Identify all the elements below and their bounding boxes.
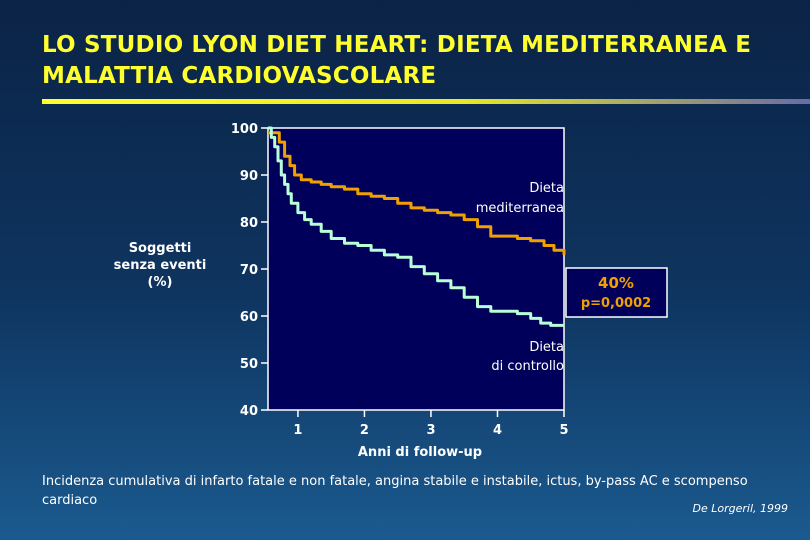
x-axis: 1 2 3 4 5: [293, 410, 569, 438]
y-axis-label: Soggetti senza eventi (%): [100, 240, 220, 291]
x-tick-label: 2: [360, 423, 369, 438]
series-label-mediterranean-line-2: mediterranea: [476, 201, 564, 216]
series-label-mediterranean-line-1: Dieta: [529, 181, 564, 196]
x-axis-label: Anni di follow-up: [358, 445, 482, 460]
y-axis-label-line-2: senza eventi: [113, 258, 207, 273]
chart-caption: Incidenza cumulativa di infarto fatale e…: [42, 474, 748, 508]
y-tick-label: 90: [240, 169, 258, 184]
y-axis-label-line-1: Soggetti: [128, 241, 192, 256]
title-underline: [42, 99, 810, 104]
annotation-box: [565, 267, 668, 318]
series-lines: [268, 126, 566, 327]
annotation-percent: 40%: [598, 274, 634, 292]
series-label-control-line-1: Dieta: [529, 340, 564, 355]
title-line-2: MALATTIA CARDIOVASCOLARE: [42, 63, 437, 89]
x-tick-label: 5: [559, 423, 568, 438]
survival-chart: 40 50 60 70 80 90 100 1 2 3 4 5 Dieta mediterranea…: [231, 122, 668, 460]
y-tick-label: 70: [240, 263, 258, 278]
y-tick-label: 80: [240, 216, 258, 231]
title-line-1: LO STUDIO LYON DIET HEART: DIETA MEDITER…: [42, 32, 752, 58]
x-tick-label: 3: [426, 423, 435, 438]
series-line-mediterranean: [268, 131, 566, 255]
x-tick-label: 1: [293, 423, 302, 438]
y-tick-label: 50: [240, 357, 258, 372]
series-label-control-line-2: di controllo: [491, 359, 564, 374]
y-tick-label: 100: [231, 122, 258, 137]
x-tick-label: 4: [493, 423, 502, 438]
y-tick-label: 60: [240, 310, 258, 325]
y-tick-label: 40: [240, 404, 258, 419]
y-axis: 40 50 60 70 80 90 100: [231, 122, 268, 419]
series-line-control: [268, 126, 564, 327]
plot-area: [267, 127, 565, 411]
annotation-pvalue: p=0,0002: [581, 296, 651, 311]
slide-title: LO STUDIO LYON DIET HEART: DIETA MEDITER…: [42, 30, 802, 92]
y-axis-label-line-3: (%): [147, 275, 173, 290]
source-citation: De Lorgeril, 1999: [692, 502, 789, 515]
